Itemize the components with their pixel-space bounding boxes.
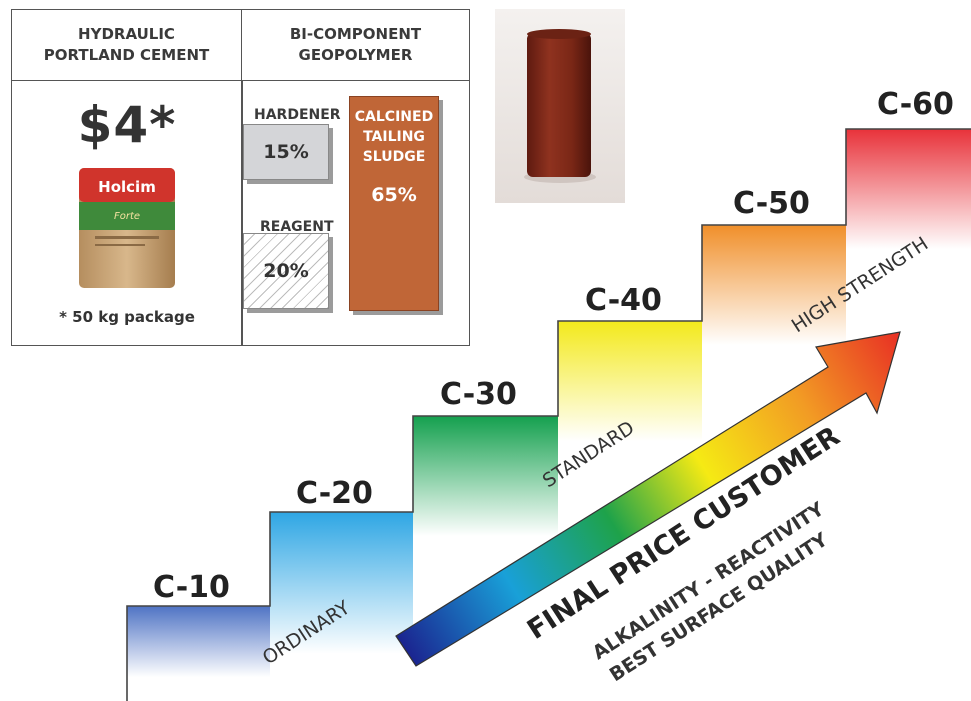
class-label-c20: C-20 [296,476,373,511]
step-c10 [127,606,270,701]
hardener-box: 15% [243,124,329,180]
sludge-percent: 65% [371,184,417,206]
header-geopolymer: BI-COMPONENT GEOPOLYMER [242,10,469,81]
comparison-table: HYDRAULIC PORTLAND CEMENT BI-COMPONENT G… [11,9,470,346]
price-arrow [395,331,901,667]
calcined-sludge-box: CALCINED TAILING SLUDGE 65% [349,96,439,311]
class-label-c40: C-40 [585,283,662,318]
sludge-label-line: TAILING [363,129,425,145]
step-c40 [558,321,702,481]
step-c50 [702,225,846,385]
header-line: BI-COMPONENT [289,25,422,43]
sludge-label-line: CALCINED [354,109,434,125]
header-line: GEOPOLYMER [298,46,413,64]
bag-product: Forte [114,211,140,222]
step-c30 [413,416,558,576]
sludge-label-line: SLUDGE [362,149,426,165]
hardener-label: HARDENER [254,107,341,123]
header-line: HYDRAULIC [78,25,175,43]
class-label-c30: C-30 [440,377,517,412]
cement-bag-image: Holcim Forte [79,168,175,288]
reagent-percent: 20% [263,260,309,282]
hardener-percent: 15% [263,141,309,163]
reagent-label: REAGENT [260,219,334,235]
reagent-box: 20% [243,233,329,309]
step-c60 [846,129,971,289]
header-portland-cement: HYDRAULIC PORTLAND CEMENT [12,10,242,81]
geopolymer-sample-photo [495,9,625,203]
class-label-c10: C-10 [153,570,230,605]
class-label-c50: C-50 [733,186,810,221]
header-line: PORTLAND CEMENT [43,46,210,64]
staircase-outline [126,128,971,701]
sludge-label: CALCINED TAILING SLUDGE [355,107,433,167]
class-label-c60: C-60 [877,87,954,122]
package-note: * 50 kg package [59,308,195,326]
cement-price: $4* [77,96,177,154]
step-c20 [270,512,413,701]
bag-brand: Holcim [98,178,156,196]
column-divider [241,81,243,346]
